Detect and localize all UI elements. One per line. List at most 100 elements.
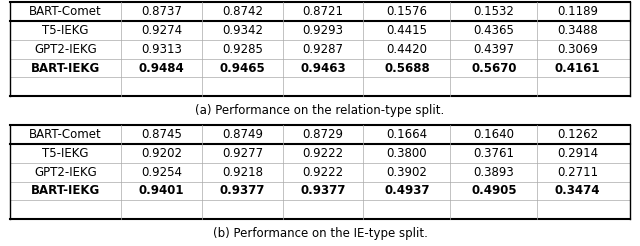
Bar <box>122 21 202 40</box>
Text: 0.9202: 0.9202 <box>141 147 182 160</box>
Text: BART-Comet: BART-Comet <box>29 5 102 18</box>
Text: 0.9222: 0.9222 <box>303 147 344 160</box>
Bar <box>283 40 364 59</box>
Bar <box>122 59 202 77</box>
Text: 0.1262: 0.1262 <box>557 128 598 141</box>
Bar <box>202 144 283 163</box>
Text: 0.3902: 0.3902 <box>387 166 428 179</box>
Bar <box>364 125 451 144</box>
Bar <box>283 125 364 144</box>
Bar <box>283 2 364 21</box>
Bar <box>364 21 451 40</box>
Bar <box>451 40 538 59</box>
Bar <box>538 163 618 182</box>
Text: 0.5688: 0.5688 <box>384 62 430 75</box>
Bar <box>10 21 122 40</box>
Text: (b) Performance on the IE-type split.: (b) Performance on the IE-type split. <box>212 227 428 240</box>
Text: BART-IEKG: BART-IEKG <box>31 184 100 198</box>
Bar <box>451 2 538 21</box>
Text: 0.9313: 0.9313 <box>141 43 182 56</box>
Bar <box>202 125 283 144</box>
Text: 0.8742: 0.8742 <box>222 5 263 18</box>
Bar <box>202 2 283 21</box>
Bar <box>202 21 283 40</box>
Bar <box>364 182 451 200</box>
Bar <box>538 59 618 77</box>
Bar <box>538 125 618 144</box>
Bar <box>451 125 538 144</box>
Text: (a) Performance on the relation-type split.: (a) Performance on the relation-type spl… <box>195 104 445 117</box>
Bar <box>202 59 283 77</box>
Text: ROUGE-1: ROUGE-1 <box>377 128 436 141</box>
Bar <box>122 125 202 144</box>
Text: 0.9342: 0.9342 <box>222 24 263 37</box>
Bar <box>364 2 451 21</box>
Text: 0.8737: 0.8737 <box>141 5 182 18</box>
Text: 0.8729: 0.8729 <box>303 128 344 141</box>
Text: BERT P: BERT P <box>138 128 185 141</box>
Text: GPT2-IEKG: GPT2-IEKG <box>34 43 97 56</box>
Bar <box>10 59 122 77</box>
Bar <box>364 144 451 163</box>
Bar <box>538 2 618 21</box>
Bar <box>10 125 122 144</box>
Bar <box>202 182 283 200</box>
Text: ROUGE-L: ROUGE-L <box>465 5 524 18</box>
Bar <box>10 125 122 144</box>
Bar <box>538 2 618 21</box>
Text: 0.9377: 0.9377 <box>300 184 346 198</box>
Bar <box>10 2 122 21</box>
Bar <box>451 2 538 21</box>
Text: 0.4397: 0.4397 <box>474 43 515 56</box>
Text: Model: Model <box>45 5 86 18</box>
Text: 0.9463: 0.9463 <box>300 62 346 75</box>
Bar <box>122 125 202 144</box>
Bar <box>538 182 618 200</box>
Bar <box>122 144 202 163</box>
Text: 0.9277: 0.9277 <box>222 147 263 160</box>
Bar <box>364 40 451 59</box>
Text: 0.5670: 0.5670 <box>471 62 516 75</box>
Text: 0.1532: 0.1532 <box>474 5 515 18</box>
Bar <box>122 163 202 182</box>
Bar <box>364 125 451 144</box>
Text: 0.4420: 0.4420 <box>387 43 428 56</box>
Text: 0.4937: 0.4937 <box>384 184 429 198</box>
Text: BERT R: BERT R <box>219 5 266 18</box>
Text: 0.9222: 0.9222 <box>303 166 344 179</box>
Text: BART-Comet: BART-Comet <box>29 128 102 141</box>
Bar <box>202 163 283 182</box>
Text: 0.3893: 0.3893 <box>474 166 514 179</box>
Bar <box>451 144 538 163</box>
Bar <box>451 21 538 40</box>
Bar <box>10 144 122 163</box>
Bar <box>202 2 283 21</box>
Text: T5-IEKG: T5-IEKG <box>42 24 89 37</box>
Bar <box>364 59 451 77</box>
Bar <box>538 125 618 144</box>
Text: 0.9287: 0.9287 <box>303 43 344 56</box>
Text: 0.2711: 0.2711 <box>557 166 598 179</box>
Text: 0.2914: 0.2914 <box>557 147 598 160</box>
Bar <box>451 59 538 77</box>
Text: Model: Model <box>45 128 86 141</box>
Bar <box>202 40 283 59</box>
Text: 0.1189: 0.1189 <box>557 5 598 18</box>
Text: BERT F1: BERT F1 <box>296 128 350 141</box>
Text: METEOR: METEOR <box>550 128 605 141</box>
Text: 0.8745: 0.8745 <box>141 128 182 141</box>
Bar <box>364 2 451 21</box>
Text: BERT R: BERT R <box>219 128 266 141</box>
Text: ROUGE-1: ROUGE-1 <box>377 5 436 18</box>
Text: 0.9484: 0.9484 <box>139 62 184 75</box>
Bar <box>122 40 202 59</box>
Bar <box>283 21 364 40</box>
Text: 0.9218: 0.9218 <box>222 166 263 179</box>
Bar <box>451 125 538 144</box>
Bar <box>538 21 618 40</box>
Text: T5-IEKG: T5-IEKG <box>42 147 89 160</box>
Text: 0.1664: 0.1664 <box>387 128 428 141</box>
Bar <box>10 2 122 21</box>
Bar <box>122 2 202 21</box>
Text: 0.8721: 0.8721 <box>303 5 344 18</box>
